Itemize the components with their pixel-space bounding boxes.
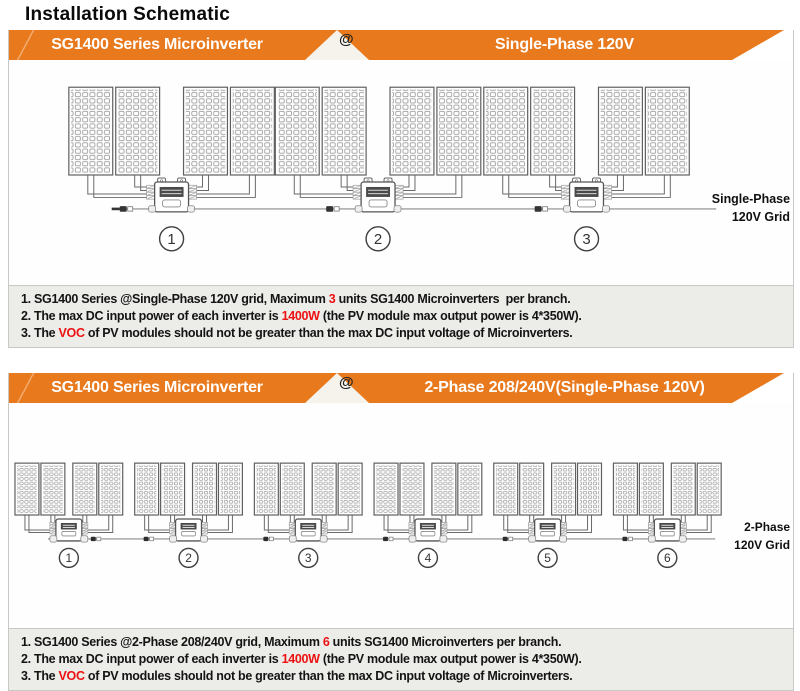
note-line-2: 2. The max DC input power of each invert…: [21, 308, 785, 325]
note-text: 2. The max DC input power of each invert…: [21, 309, 282, 323]
highlight-value: VOC: [58, 326, 85, 340]
svg-text:120V Grid: 120V Grid: [734, 538, 790, 552]
header-separator-notch: [305, 30, 369, 60]
panel-header: SG1400 Series Microinverter @ 2-Phase 20…: [9, 373, 784, 403]
highlight-value: VOC: [58, 669, 85, 683]
header-separator-notch: [305, 373, 369, 403]
highlight-value: 1400W: [281, 652, 320, 666]
svg-text:3: 3: [305, 551, 312, 565]
note-text: of PV modules should not be greater than…: [84, 326, 573, 340]
svg-text:3: 3: [582, 231, 590, 248]
svg-text:1: 1: [167, 231, 175, 248]
header-product-label: SG1400 Series Microinverter: [51, 379, 263, 396]
schematic-drawing: 1 2 3 4 5 6 2-Phase 120V Grid: [14, 462, 790, 569]
svg-text:5: 5: [544, 551, 551, 565]
note-text: (the PV module max output power is 4*350…: [319, 309, 582, 323]
svg-text:2: 2: [374, 231, 382, 248]
note-text: units SG1400 Microinverters per branch.: [335, 292, 571, 306]
header-grid-type-label: 2-Phase 208/240V(Single-Phase 120V): [424, 379, 705, 396]
header-product-label: SG1400 Series Microinverter: [51, 36, 263, 53]
at-symbol: @: [339, 374, 354, 391]
wiring-diagram-single-phase: 1 2 3 Single-Phase 120V Grid: [9, 60, 793, 285]
panel-single-phase-120v: SG1400 Series Microinverter @ Single-Pha…: [8, 30, 794, 348]
schematic-drawing: 1 2 3 Single-Phase 120V Grid: [68, 86, 790, 252]
note-line-3: 3. The VOC of PV modules should not be g…: [21, 325, 785, 342]
highlight-value: 3: [328, 292, 336, 306]
note-line-3: 3. The VOC of PV modules should not be g…: [21, 668, 785, 685]
note-line-2: 2. The max DC input power of each invert…: [21, 651, 785, 668]
svg-text:Single-Phase: Single-Phase: [712, 192, 790, 206]
note-text: (the PV module max output power is 4*350…: [319, 652, 582, 666]
svg-text:4: 4: [425, 551, 432, 565]
highlight-value: 6: [322, 635, 330, 649]
note-text: 3. The: [21, 669, 59, 683]
note-text: 3. The: [21, 326, 59, 340]
svg-text:120V Grid: 120V Grid: [732, 210, 790, 224]
notes-single-phase: 1. SG1400 Series @Single-Phase 120V grid…: [9, 285, 793, 347]
notes-2-phase: 1. SG1400 Series @2-Phase 208/240V grid,…: [9, 628, 793, 690]
note-line-1: 1. SG1400 Series @Single-Phase 120V grid…: [21, 291, 785, 308]
panel-header: SG1400 Series Microinverter @ Single-Pha…: [9, 30, 784, 60]
header-grid-type-label: Single-Phase 120V: [495, 36, 634, 53]
svg-text:2-Phase: 2-Phase: [744, 520, 790, 534]
note-line-1: 1. SG1400 Series @2-Phase 208/240V grid,…: [21, 634, 785, 651]
panel-2-phase-208-240v: SG1400 Series Microinverter @ 2-Phase 20…: [8, 373, 794, 691]
note-text: units SG1400 Microinverters per branch.: [329, 635, 562, 649]
page-title: Installation Schematic: [25, 4, 231, 25]
svg-text:2: 2: [185, 551, 192, 565]
at-symbol: @: [339, 31, 354, 48]
svg-text:1: 1: [66, 551, 73, 565]
svg-text:6: 6: [664, 551, 671, 565]
note-text: 2. The max DC input power of each invert…: [21, 652, 282, 666]
note-text: 1. SG1400 Series @2-Phase 208/240V grid,…: [21, 635, 323, 649]
highlight-value: 1400W: [281, 309, 320, 323]
wiring-diagram-2-phase: 1 2 3 4 5 6 2-Phase 120V Grid: [9, 403, 793, 628]
note-text: of PV modules should not be greater than…: [84, 669, 573, 683]
note-text: 1. SG1400 Series @Single-Phase 120V grid…: [21, 292, 329, 306]
